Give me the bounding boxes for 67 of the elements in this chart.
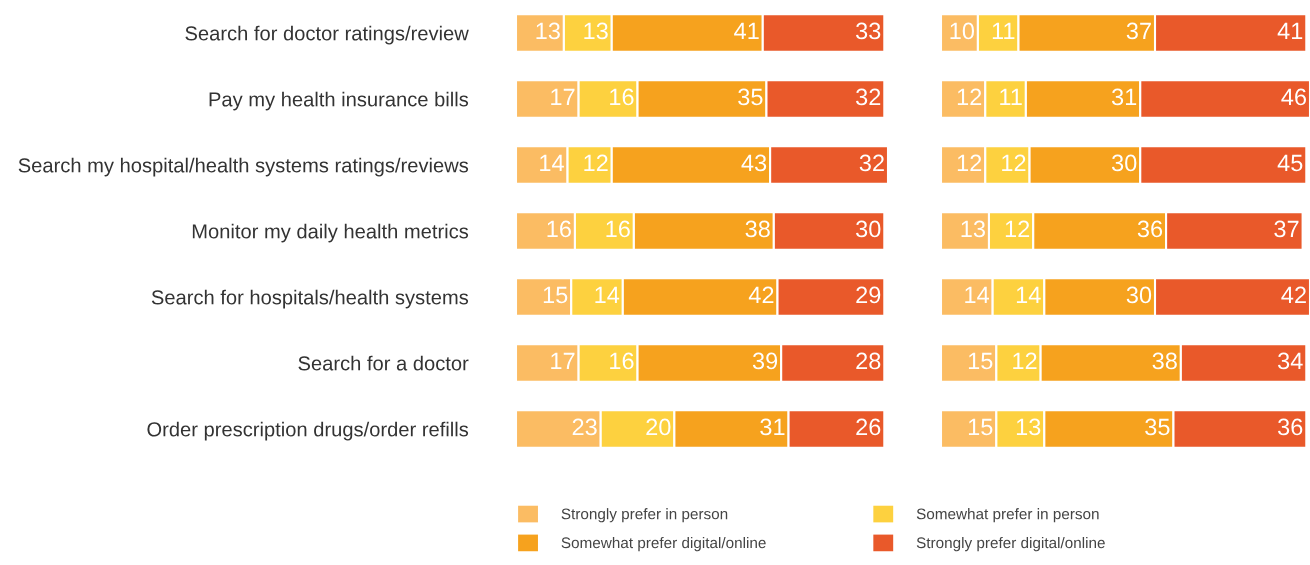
data-label: 37 bbox=[1274, 220, 1299, 238]
data-label: 17 bbox=[551, 352, 575, 370]
data-label: 28 bbox=[856, 352, 881, 370]
data-label: 35 bbox=[738, 88, 763, 106]
y-tick-label: Order prescription drugs/order refills bbox=[147, 421, 469, 441]
data-label: 14 bbox=[1016, 286, 1041, 304]
data-label: 43 bbox=[741, 154, 767, 172]
legend-label: Somewhat prefer digital/online bbox=[561, 536, 766, 552]
data-label: 30 bbox=[856, 220, 881, 238]
data-label: 12 bbox=[957, 88, 982, 106]
legend-label: Strongly prefer in person bbox=[561, 508, 728, 523]
data-label: 13 bbox=[1016, 418, 1041, 436]
data-label: 41 bbox=[734, 22, 759, 40]
y-tick-label: Pay my health insurance bills bbox=[209, 91, 469, 111]
data-label: 39 bbox=[752, 352, 778, 370]
y-tick-label: Search for a doctor bbox=[298, 355, 469, 371]
data-label: 15 bbox=[968, 418, 993, 436]
data-label: 41 bbox=[1277, 22, 1303, 40]
data-label: 12 bbox=[957, 154, 982, 172]
data-label: 34 bbox=[1278, 352, 1303, 370]
y-tick-label: Search my hospital/health systems ratings/reviews bbox=[18, 157, 469, 177]
data-label: 12 bbox=[1005, 220, 1030, 238]
data-label: 13 bbox=[584, 22, 608, 40]
data-label: 30 bbox=[1126, 286, 1152, 304]
data-label: 31 bbox=[1111, 88, 1137, 106]
data-label: 42 bbox=[1281, 286, 1306, 304]
data-label: 17 bbox=[551, 88, 575, 106]
data-label: 16 bbox=[610, 352, 634, 370]
data-label: 29 bbox=[856, 286, 881, 304]
data-label: 45 bbox=[1277, 154, 1303, 172]
data-label: 31 bbox=[760, 418, 785, 436]
data-label: 13 bbox=[961, 220, 985, 238]
data-label: 30 bbox=[1111, 154, 1137, 172]
data-label: 36 bbox=[1278, 418, 1303, 436]
data-label: 37 bbox=[1126, 22, 1151, 40]
data-label: 14 bbox=[965, 286, 990, 304]
data-label: 15 bbox=[543, 286, 568, 304]
data-label: 46 bbox=[1281, 88, 1307, 106]
data-label: 16 bbox=[610, 88, 634, 106]
data-label: 35 bbox=[1145, 418, 1170, 436]
data-label: 20 bbox=[646, 418, 671, 436]
data-label: 14 bbox=[595, 286, 620, 304]
data-label: 16 bbox=[606, 220, 630, 238]
data-label: 26 bbox=[856, 418, 881, 436]
data-label: 33 bbox=[856, 22, 881, 40]
y-tick-label: Monitor my daily health metrics bbox=[192, 223, 469, 243]
data-label: 12 bbox=[1013, 352, 1037, 370]
legend-label: Strongly prefer digital/online bbox=[916, 536, 1105, 552]
data-label: 42 bbox=[748, 286, 774, 304]
data-label: 38 bbox=[745, 220, 770, 238]
data-label: 32 bbox=[859, 154, 884, 172]
data-label: 15 bbox=[968, 352, 993, 370]
data-label: 12 bbox=[584, 154, 608, 172]
data-label: 11 bbox=[1000, 88, 1022, 106]
data-label: 23 bbox=[572, 418, 597, 436]
data-label: 14 bbox=[540, 154, 564, 172]
data-label: 16 bbox=[547, 220, 571, 238]
data-label: 36 bbox=[1137, 220, 1163, 238]
y-tick-label: Search for doctor ratings/review bbox=[185, 25, 469, 45]
data-label: 11 bbox=[992, 22, 1015, 40]
data-label: 32 bbox=[856, 88, 881, 106]
y-tick-label: Search for hospitals/health systems bbox=[151, 289, 469, 309]
data-label: 13 bbox=[536, 22, 560, 40]
legend-label: Somewhat prefer in person bbox=[916, 508, 1099, 523]
data-label: 12 bbox=[1002, 154, 1026, 172]
data-label: 10 bbox=[950, 22, 975, 40]
data-label: 38 bbox=[1152, 352, 1177, 370]
